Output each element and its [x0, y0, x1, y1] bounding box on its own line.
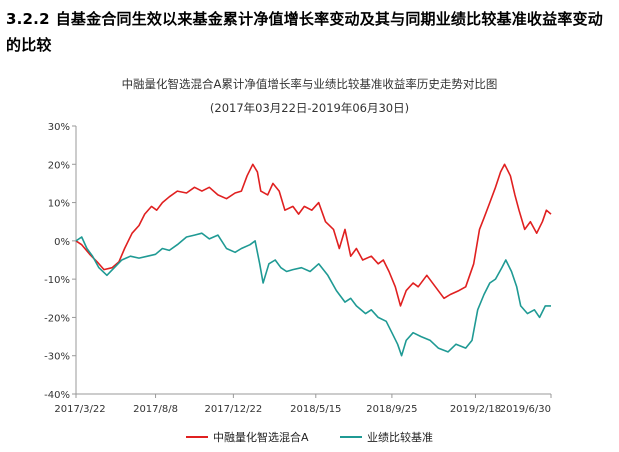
chart-legend: 中融量化智选混合A 业绩比较基准 [0, 428, 619, 445]
legend-swatch-benchmark [340, 436, 363, 438]
chart-subtitle: (2017年03月22日-2019年06月30日) [209, 101, 410, 115]
y-tick-label: 10% [48, 199, 70, 210]
x-tick-label: 2017/3/22 [54, 404, 105, 415]
x-tick-label: 2017/12/22 [205, 404, 263, 415]
y-axis-ticks: -40% -30% -20% -10% 0% 10% 20% 30% [44, 122, 76, 401]
section-number: 3.2.2 [6, 10, 50, 28]
series-line-fund [75, 163, 552, 307]
section-heading: 3.2.2 自基金合同生效以来基金累计净值增长率变动及其与同期业绩比较基准收益率变… [6, 6, 614, 58]
x-tick-label: 2019/6/30 [500, 404, 551, 415]
y-tick-label: -10% [44, 275, 70, 286]
chart-axes [75, 126, 551, 395]
x-tick-label: 2018/5/15 [290, 404, 341, 415]
series-lines [75, 163, 552, 357]
x-tick-label: 2017/8/8 [133, 404, 178, 415]
x-tick-label: 2019/2/18 [450, 404, 501, 415]
x-tick-label: 2018/9/25 [366, 404, 417, 415]
y-tick-label: 0% [54, 237, 70, 248]
legend-item-benchmark: 业绩比较基准 [340, 429, 433, 445]
series-line-benchmark [75, 232, 551, 357]
x-axis-ticks: 2017/3/22 2017/8/8 2017/12/22 2018/5/15 2018… [54, 394, 552, 415]
legend-label-fund: 中融量化智选混合A [212, 431, 309, 444]
chart-title: 中融量化智选混合A累计净值增长率与业绩比较基准收益率历史走势对比图 [121, 77, 498, 91]
y-tick-label: 30% [48, 122, 70, 133]
section-title: 自基金合同生效以来基金累计净值增长率变动及其与同期业绩比较基准收益率变动的比较 [6, 10, 603, 54]
legend-label-benchmark: 业绩比较基准 [367, 431, 434, 444]
legend-swatch-fund [185, 436, 208, 438]
y-tick-label: -30% [44, 352, 70, 363]
legend-item-fund: 中融量化智选混合A [185, 429, 309, 445]
y-tick-label: -20% [44, 313, 70, 324]
y-tick-label: 20% [48, 160, 70, 171]
y-tick-label: -40% [44, 390, 70, 401]
